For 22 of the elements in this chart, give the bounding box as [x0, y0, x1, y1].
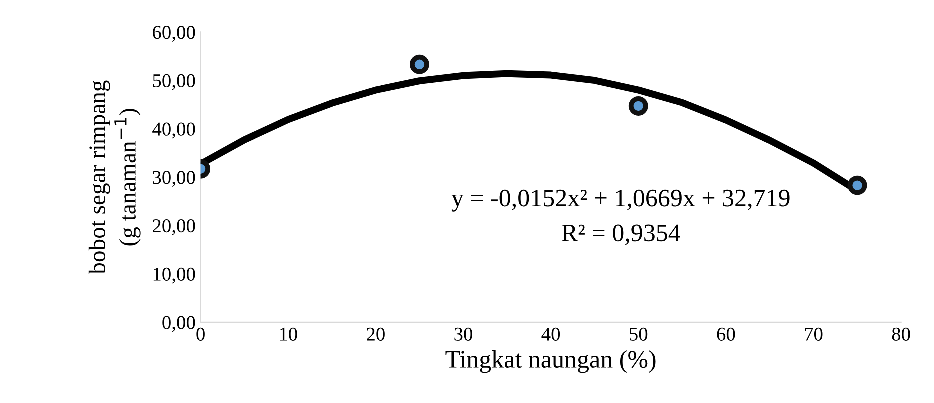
x-tick-label: 70	[805, 328, 823, 341]
y-tick-label: 30,00	[153, 171, 196, 188]
x-tick-label: 10	[280, 328, 298, 341]
x-tick-label: 60	[717, 328, 736, 341]
x-tick-label: 40	[542, 328, 560, 341]
x-tick-label: 0	[196, 328, 205, 341]
y-tick-label: 60,00	[153, 26, 196, 42]
y-tick-label: 20,00	[153, 219, 196, 236]
point	[628, 96, 648, 116]
x-axis-title: Tingkat naungan (%)	[446, 350, 656, 374]
y-tick-label: 40,00	[152, 122, 196, 139]
y-tick-label: 0,00	[162, 316, 196, 332]
y-tick-label: 10,00	[154, 268, 196, 284]
x-tick-label: 20	[367, 328, 385, 341]
x-tick-label: 50	[630, 328, 648, 341]
y-axis-title: bobot segar rimpang (g tanaman$^{−1}$)	[88, 80, 141, 274]
annotation: y = -0,0152x² + 1,0669x + 32,719	[452, 190, 790, 212]
point	[848, 176, 868, 196]
annotation: R² = 0,9354	[562, 224, 680, 246]
x-tick-label: 80	[892, 328, 910, 341]
x-tick-label: 30	[454, 328, 472, 341]
y-tick-label: 50,00	[153, 74, 196, 90]
